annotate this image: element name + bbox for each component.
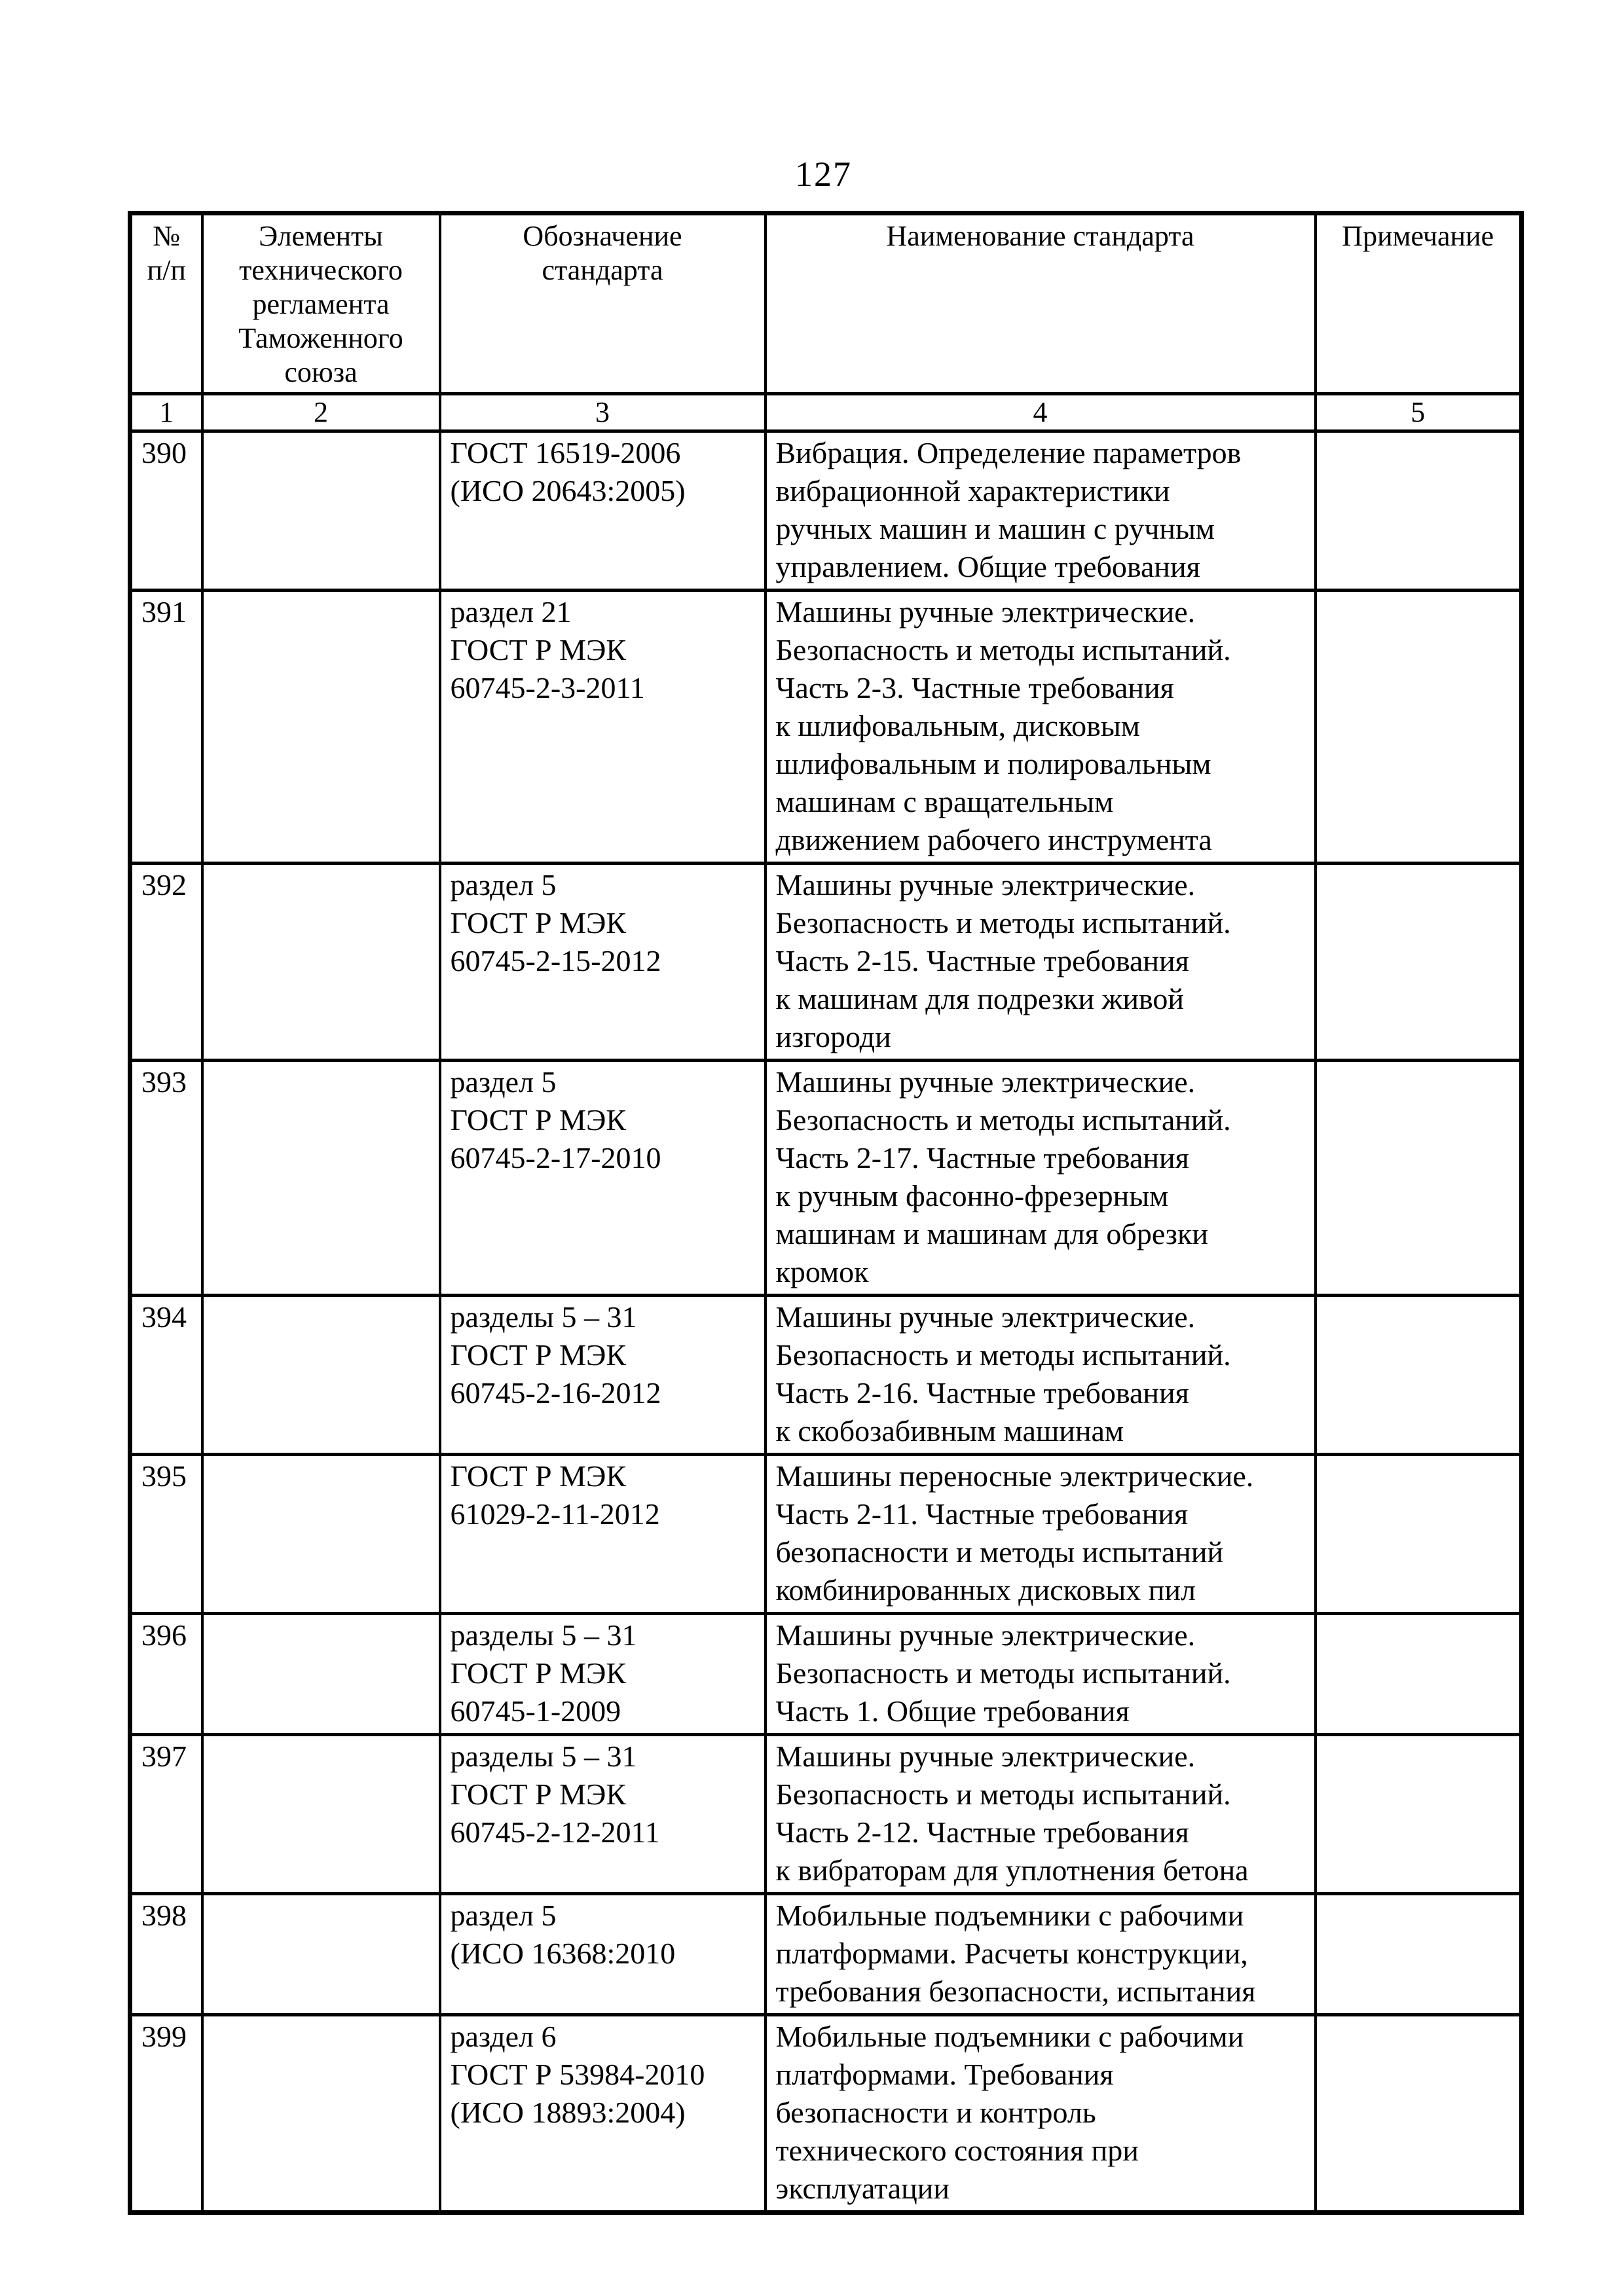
cell-note: [1314, 1733, 1523, 1895]
cell-regulation-element: [200, 1294, 441, 1456]
cell-standard-designation: ГОСТ 16519-2006 (ИСО 20643:2005): [438, 429, 767, 592]
cell-standard-name: Машины переносные электрические. Часть 2…: [764, 1453, 1317, 1615]
cell-standard-name: Мобильные подъемники с рабочими платформ…: [764, 1892, 1317, 2016]
cell-standard-name: Машины ручные электрические. Безопасност…: [764, 1612, 1317, 1736]
cell-note: [1314, 429, 1523, 592]
table-header-row: № п/п Элементы технического регламента Т…: [128, 211, 1523, 395]
cell-row-number: 391: [128, 589, 204, 865]
cell-note: [1314, 1453, 1523, 1615]
cell-note: [1314, 1612, 1523, 1736]
header-standard-designation: Обозначение стандарта: [438, 211, 767, 395]
cell-note: [1314, 1294, 1523, 1456]
header-regulation-elements: Элементы технического регламента Таможен…: [200, 211, 441, 395]
cell-standard-designation: раздел 21 ГОСТ Р МЭК 60745-2-3-2011: [438, 589, 767, 865]
column-number-4: 4: [764, 392, 1317, 433]
cell-row-number: 398: [128, 1892, 204, 2016]
cell-regulation-element: [200, 2013, 441, 2214]
standards-table: № п/п Элементы технического регламента Т…: [128, 211, 1524, 2215]
column-numbers-row: 1 2 3 4 5: [128, 392, 1523, 433]
cell-row-number: 397: [128, 1733, 204, 1895]
cell-regulation-element: [200, 1453, 441, 1615]
cell-row-number: 390: [128, 429, 204, 592]
cell-note: [1314, 862, 1523, 1062]
cell-regulation-element: [200, 1892, 441, 2016]
header-note: Примечание: [1314, 211, 1523, 395]
cell-standard-name: Машины ручные электрические. Безопасност…: [764, 1059, 1317, 1297]
cell-standard-designation: раздел 6 ГОСТ Р 53984-2010 (ИСО 18893:20…: [438, 2013, 767, 2214]
cell-note: [1314, 2013, 1523, 2214]
cell-note: [1314, 1059, 1523, 1297]
table-row: 392 раздел 5 ГОСТ Р МЭК 60745-2-15-2012 …: [128, 862, 1523, 1062]
cell-row-number: 392: [128, 862, 204, 1062]
table-row: 393 раздел 5 ГОСТ Р МЭК 60745-2-17-2010 …: [128, 1059, 1523, 1297]
cell-regulation-element: [200, 1612, 441, 1736]
header-row-number: № п/п: [128, 211, 204, 395]
cell-row-number: 395: [128, 1453, 204, 1615]
cell-standard-name: Мобильные подъемники с рабочими платформ…: [764, 2013, 1317, 2214]
table-row: 390 ГОСТ 16519-2006 (ИСО 20643:2005) Виб…: [128, 429, 1523, 592]
cell-standard-name: Машины ручные электрические. Безопасност…: [764, 589, 1317, 865]
cell-standard-name: Машины ручные электрические. Безопасност…: [764, 862, 1317, 1062]
table-row: 391 раздел 21 ГОСТ Р МЭК 60745-2-3-2011 …: [128, 589, 1523, 865]
table-row: 394 разделы 5 – 31 ГОСТ Р МЭК 60745-2-16…: [128, 1294, 1523, 1456]
cell-regulation-element: [200, 1733, 441, 1895]
cell-standard-name: Вибрация. Определение параметров вибраци…: [764, 429, 1317, 592]
table-row: 395 ГОСТ Р МЭК 61029-2-11-2012 Машины пе…: [128, 1453, 1523, 1615]
column-number-3: 3: [438, 392, 767, 433]
cell-standard-designation: раздел 5 (ИСО 16368:2010: [438, 1892, 767, 2016]
cell-row-number: 396: [128, 1612, 204, 1736]
cell-standard-designation: разделы 5 – 31 ГОСТ Р МЭК 60745-2-16-201…: [438, 1294, 767, 1456]
cell-row-number: 393: [128, 1059, 204, 1297]
page-number: 127: [795, 155, 852, 194]
cell-regulation-element: [200, 429, 441, 592]
column-number-1: 1: [128, 392, 204, 433]
cell-standard-name: Машины ручные электрические. Безопасност…: [764, 1733, 1317, 1895]
cell-standard-designation: разделы 5 – 31 ГОСТ Р МЭК 60745-1-2009: [438, 1612, 767, 1736]
cell-note: [1314, 1892, 1523, 2016]
table-row: 397 разделы 5 – 31 ГОСТ Р МЭК 60745-2-12…: [128, 1733, 1523, 1895]
table-row: 399 раздел 6 ГОСТ Р 53984-2010 (ИСО 1889…: [128, 2013, 1523, 2214]
cell-standard-designation: разделы 5 – 31 ГОСТ Р МЭК 60745-2-12-201…: [438, 1733, 767, 1895]
header-standard-name: Наименование стандарта: [764, 211, 1317, 395]
cell-standard-designation: раздел 5 ГОСТ Р МЭК 60745-2-15-2012: [438, 862, 767, 1062]
cell-standard-designation: раздел 5 ГОСТ Р МЭК 60745-2-17-2010: [438, 1059, 767, 1297]
table-row: 396 разделы 5 – 31 ГОСТ Р МЭК 60745-1-20…: [128, 1612, 1523, 1736]
cell-regulation-element: [200, 1059, 441, 1297]
column-number-2: 2: [200, 392, 441, 433]
cell-standard-name: Машины ручные электрические. Безопасност…: [764, 1294, 1317, 1456]
cell-regulation-element: [200, 862, 441, 1062]
cell-regulation-element: [200, 589, 441, 865]
cell-row-number: 394: [128, 1294, 204, 1456]
table-row: 398 раздел 5 (ИСО 16368:2010 Мобильные п…: [128, 1892, 1523, 2016]
cell-note: [1314, 589, 1523, 865]
cell-standard-designation: ГОСТ Р МЭК 61029-2-11-2012: [438, 1453, 767, 1615]
column-number-5: 5: [1314, 392, 1523, 433]
cell-row-number: 399: [128, 2013, 204, 2214]
